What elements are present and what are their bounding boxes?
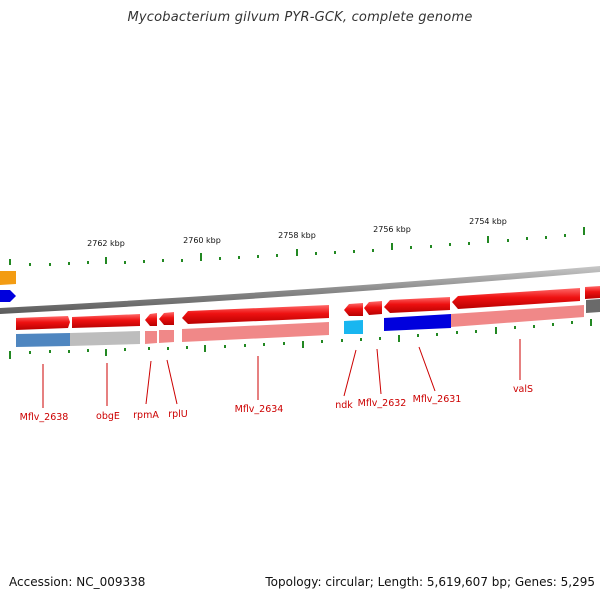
gene-arrow [344, 303, 363, 316]
scale-label-2760: 2760 kbp [183, 236, 221, 245]
label-leaders [42, 339, 521, 408]
light-red-gene [451, 305, 584, 327]
blue-gene-outer [0, 290, 16, 302]
upper-tick-row [9, 227, 585, 266]
gray-gene-edge [586, 299, 600, 313]
gene-label-obge: obgE [96, 411, 120, 422]
gene-label-mflv-2634: Mflv_2634 [235, 404, 284, 415]
gene-label-mflv-2631: Mflv_2631 [413, 394, 462, 405]
gray-gene [70, 331, 140, 346]
gene-label-ndk: ndk [335, 400, 353, 411]
blue-gene [384, 314, 451, 331]
scale-label-2758: 2758 kbp [278, 231, 316, 240]
gene-arrow [159, 312, 174, 325]
gene-label-mflv-2638: Mflv_2638 [20, 412, 69, 423]
topology-text: Topology: circular; Length: 5,619,607 bp… [265, 575, 595, 589]
cyan-gene [344, 320, 363, 334]
gene-arrow [384, 297, 450, 313]
light-red-gene [159, 330, 174, 343]
gene-label-vals: valS [513, 384, 533, 395]
scale-label-2756: 2756 kbp [373, 225, 411, 234]
scale-label-2762: 2762 kbp [87, 239, 125, 248]
map-title: Mycobacterium gilvum PYR-GCK, complete g… [127, 10, 473, 25]
steelblue-gene [16, 333, 70, 347]
light-red-gene [145, 331, 157, 344]
gene-arrow [585, 286, 600, 299]
gene-arrow [452, 288, 580, 309]
scale-label-2754: 2754 kbp [469, 217, 507, 226]
gene-label-mflv-2632: Mflv_2632 [358, 398, 407, 409]
gene-arrow [16, 316, 70, 330]
gene-arrow [182, 305, 329, 324]
gene-label-rplu: rplU [168, 409, 188, 420]
accession-text: Accession: NC_009338 [9, 575, 146, 589]
gene-label-rpma: rpmA [133, 410, 159, 421]
gene-arrow [364, 301, 382, 315]
orange-gene [0, 271, 16, 285]
light-red-gene [182, 322, 329, 342]
gene-arrow [72, 314, 140, 328]
gene-arrow [145, 313, 157, 326]
lower-tick-row [9, 319, 592, 359]
genome-backbone [0, 266, 600, 314]
